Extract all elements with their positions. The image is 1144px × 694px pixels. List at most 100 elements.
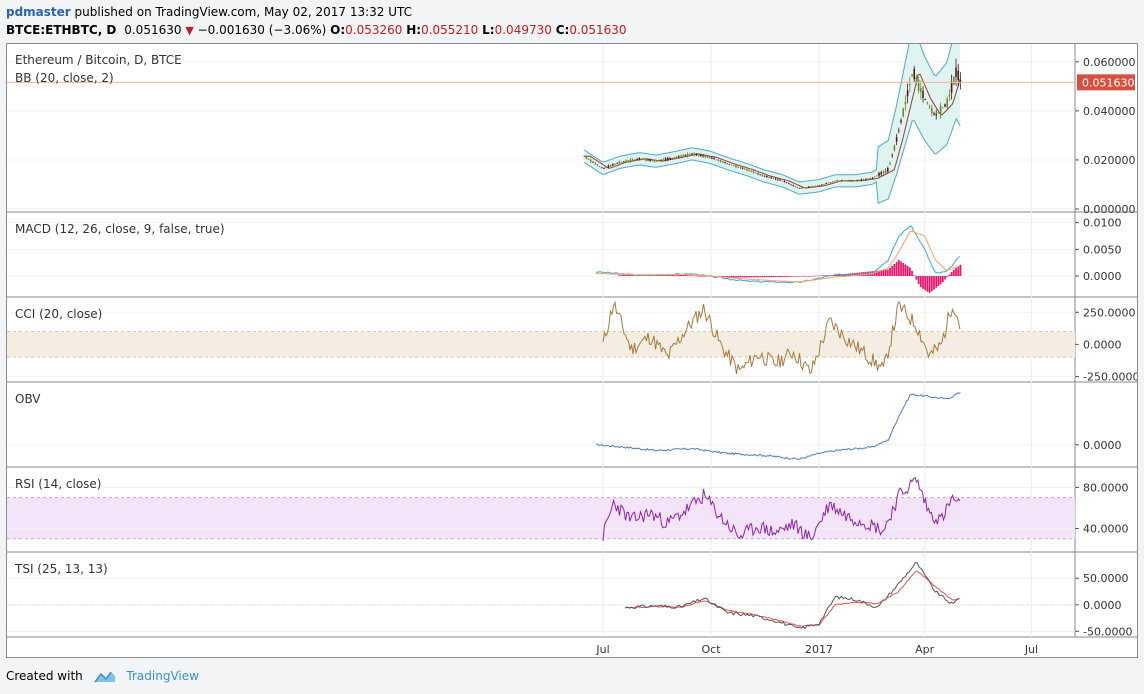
macd-histogram-bar xyxy=(754,276,757,278)
candle-body xyxy=(805,187,808,188)
macd-histogram-bar xyxy=(757,276,759,278)
macd-histogram-bar xyxy=(763,276,766,278)
chart-area[interactable]: Jul Oct 2017 Apr Jul 0.060000 0.040000 0.020000… xyxy=(6,43,1138,658)
candle-body xyxy=(640,158,643,160)
candle-body xyxy=(724,162,726,164)
macd-histogram-bar xyxy=(825,275,828,276)
y-tick-label: 0.000000 xyxy=(1083,203,1136,216)
candle-body xyxy=(876,175,878,177)
y-tick-label: 80.0000 xyxy=(1083,481,1129,494)
macd-histogram-bar xyxy=(895,261,898,276)
macd-histogram-bar xyxy=(680,274,682,276)
candle-body xyxy=(774,178,777,180)
candle-body xyxy=(693,153,696,156)
macd-histogram-bar xyxy=(783,276,786,277)
macd-histogram-bar xyxy=(823,275,825,276)
macd-histogram-bar xyxy=(818,275,821,277)
obv-line xyxy=(595,392,961,461)
candle-body xyxy=(757,173,759,175)
candle-body xyxy=(651,160,654,162)
candle-body xyxy=(946,98,949,108)
y-tick-label: 0.0000 xyxy=(1083,270,1122,283)
author-link[interactable]: pdmaster xyxy=(6,5,71,19)
candle-body xyxy=(926,102,929,104)
x-tick-label: Jul xyxy=(1024,643,1038,656)
macd-histogram-bar xyxy=(686,275,689,276)
macd-histogram-bar xyxy=(684,274,687,276)
candle-body xyxy=(660,159,663,161)
candle-body xyxy=(634,159,636,161)
candle-body xyxy=(746,168,748,171)
candle-body xyxy=(629,159,632,162)
macd-histogram-bar xyxy=(908,267,911,276)
macd-histogram-bar xyxy=(682,274,685,276)
candle-body xyxy=(653,160,656,162)
macd-histogram-bar xyxy=(697,275,700,277)
macd-histogram-bar xyxy=(761,276,764,278)
macd-histogram-bar xyxy=(699,275,702,277)
rsi-band xyxy=(7,497,1075,539)
macd-histogram-bar xyxy=(875,270,878,276)
candle-body xyxy=(920,88,922,92)
macd-histogram-bar xyxy=(873,270,876,276)
macd-histogram-bar xyxy=(913,275,916,276)
candle-body xyxy=(924,99,927,100)
candle-body xyxy=(662,159,665,161)
macd-histogram-bar xyxy=(933,276,935,290)
candle-body xyxy=(603,168,605,169)
candle-body xyxy=(636,158,638,160)
candle-body xyxy=(735,165,737,168)
candle-body xyxy=(840,180,843,182)
macd-histogram-bar xyxy=(900,261,902,276)
macd-histogram-bar xyxy=(693,275,696,277)
bb-lower-band xyxy=(583,117,961,204)
candle-body xyxy=(594,163,597,164)
y-tick-label: -250.0000 xyxy=(1083,370,1137,383)
bb-upper-band xyxy=(583,44,953,183)
candle-body xyxy=(614,163,616,165)
macd-histogram-bar xyxy=(743,276,746,278)
macd-histogram-bar xyxy=(937,276,940,287)
open-value: 0.053260 xyxy=(345,23,403,37)
macd-histogram-bar xyxy=(728,276,731,278)
macd-histogram-bar xyxy=(779,276,781,278)
y-tick-label: 0.0000 xyxy=(1083,599,1122,612)
macd-histogram-bar xyxy=(886,269,889,276)
candle-body xyxy=(620,161,623,163)
candle-body xyxy=(792,185,795,186)
candle-body xyxy=(781,180,784,182)
chart-canvas[interactable]: Jul Oct 2017 Apr Jul 0.060000 0.040000 0.020000… xyxy=(7,44,1137,657)
candle-body xyxy=(950,81,953,93)
candle-body xyxy=(616,162,619,164)
macd-histogram-bar xyxy=(752,276,755,278)
price-change: −0.001630 (−3.06%) xyxy=(197,23,327,37)
tsi-signal-line xyxy=(625,570,960,627)
macd-histogram-bar xyxy=(812,275,814,277)
candle-body xyxy=(779,179,781,181)
candle-body xyxy=(656,160,658,162)
candle-body xyxy=(759,174,762,176)
candle-body xyxy=(915,76,918,84)
macd-histogram-bar xyxy=(807,276,810,277)
candle-body xyxy=(684,155,687,156)
macd-histogram-bar xyxy=(770,276,773,278)
macd-histogram-bar xyxy=(882,270,885,276)
macd-histogram-bar xyxy=(785,276,788,277)
candle-body xyxy=(893,145,896,151)
candle-body xyxy=(726,162,729,165)
candle-body xyxy=(895,137,898,142)
macd-histogram-bar xyxy=(816,275,819,277)
candle-body xyxy=(794,186,797,188)
macd-histogram-bar xyxy=(939,276,942,285)
macd-histogram-bar xyxy=(820,275,823,277)
candle-body xyxy=(900,120,902,123)
macd-histogram-bar xyxy=(787,276,790,277)
tradingview-link[interactable]: TradingView xyxy=(126,669,199,683)
y-tick-label: 0.0050 xyxy=(1083,243,1122,256)
y-tick-label: 250.0000 xyxy=(1083,306,1136,319)
candle-body xyxy=(867,178,869,180)
candle-body xyxy=(678,156,680,158)
candle-body xyxy=(942,107,944,109)
macd-histogram-bar xyxy=(620,274,623,276)
y-tick-label: -50.0000 xyxy=(1083,625,1132,638)
